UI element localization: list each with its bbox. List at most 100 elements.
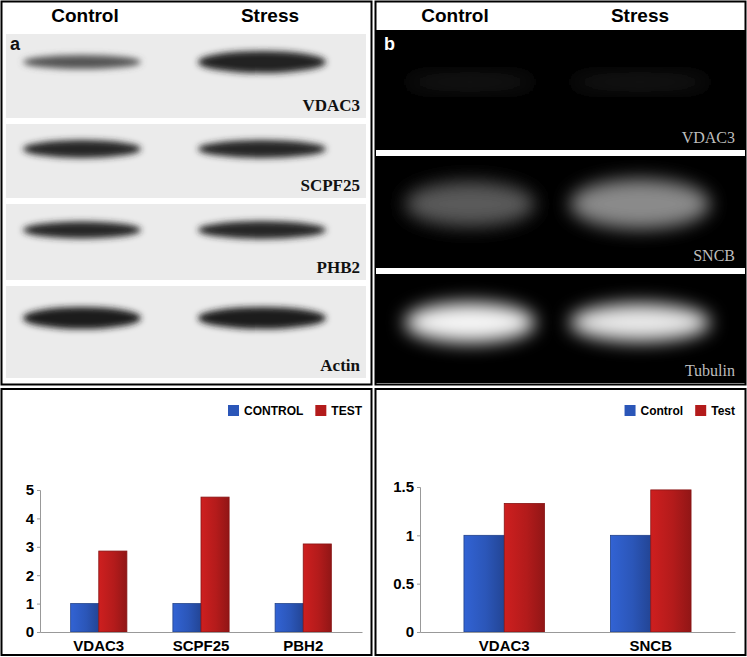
- band-label: VDAC3: [302, 96, 360, 115]
- y-tick-mark: [37, 518, 40, 519]
- panel-letter: a: [10, 34, 21, 54]
- blot-band: [23, 307, 141, 329]
- blot-band: [198, 307, 326, 329]
- blot-band: [23, 222, 141, 239]
- blot-band: [198, 140, 326, 158]
- y-axis-line: [417, 488, 421, 633]
- legend-swatch: [315, 405, 326, 416]
- legend-label: TEST: [331, 404, 362, 418]
- x-axis: VDAC3 SNCB: [421, 632, 736, 654]
- blot-panel: ControlStressaVDAC3SCPF25PHB2Actin: [2, 2, 372, 385]
- y-tick: 0: [26, 623, 40, 640]
- strip-separator: [376, 268, 745, 274]
- bar: [201, 497, 229, 632]
- blot-band: [570, 179, 710, 229]
- blot-band: [570, 304, 710, 342]
- y-tick: 0.5: [393, 575, 420, 592]
- lane-label: Control: [421, 5, 489, 26]
- y-axis: 0 0.5 1 1.5: [393, 478, 420, 640]
- y-tick: 0: [406, 623, 420, 640]
- bars: [71, 497, 332, 632]
- legend: Test Control: [625, 404, 735, 418]
- y-tick-label: 1: [26, 595, 34, 612]
- bar: [610, 535, 650, 632]
- bar: [464, 535, 504, 632]
- panel-letter: b: [384, 34, 395, 54]
- y-tick-mark: [37, 490, 40, 491]
- y-tick-mark: [37, 604, 40, 605]
- x-tick-label: SNCB: [629, 637, 672, 654]
- lane-label: Stress: [611, 5, 669, 26]
- x-tick: SNCB: [629, 632, 672, 654]
- y-tick-mark: [37, 632, 40, 633]
- lane-label: Control: [51, 5, 119, 26]
- band-label: Tubulin: [685, 362, 735, 379]
- blot-strip: [376, 30, 745, 150]
- y-tick-label: 4: [26, 510, 35, 527]
- blot-band: [405, 77, 535, 87]
- legend-label: Test: [711, 404, 735, 418]
- bar: [303, 544, 331, 632]
- blot-band: [23, 140, 141, 158]
- y-tick: 3: [26, 538, 40, 555]
- legend: TEST CONTROL: [228, 404, 363, 418]
- legend-swatch: [695, 405, 706, 416]
- y-tick: 4: [26, 510, 40, 527]
- chart-frame: [2, 389, 372, 655]
- y-tick-mark: [417, 487, 420, 488]
- y-tick-label: 0.5: [393, 575, 414, 592]
- chart: 0 0.5 1 1.5 VDAC3 SNCB Test Control: [376, 389, 746, 655]
- y-tick-label: 0: [406, 623, 414, 640]
- x-tick: SCPF25: [173, 632, 230, 654]
- blot-strip: [6, 124, 366, 198]
- x-tick: PBH2: [283, 632, 323, 654]
- bar: [71, 604, 99, 632]
- x-tick-label: SCPF25: [173, 637, 230, 654]
- y-tick-label: 2: [26, 567, 34, 584]
- figure: ControlStressaVDAC3SCPF25PHB2ActinContro…: [0, 0, 747, 657]
- y-tick-mark: [417, 535, 420, 536]
- band-label: SCPF25: [301, 176, 361, 195]
- y-tick: 1.5: [393, 478, 420, 495]
- x-tick-label: VDAC3: [479, 637, 530, 654]
- blot-band: [198, 221, 326, 239]
- bar: [173, 604, 201, 632]
- y-tick: 5: [26, 481, 40, 498]
- blot-band: [23, 55, 141, 69]
- y-tick: 1: [26, 595, 40, 612]
- x-tick-label: PBH2: [283, 637, 323, 654]
- legend-label: CONTROL: [244, 404, 303, 418]
- strip-separator: [376, 150, 745, 156]
- band-label: PHB2: [317, 258, 360, 277]
- blot-strip: [6, 34, 366, 118]
- y-tick: 2: [26, 567, 40, 584]
- band-label: SNCB: [693, 247, 735, 264]
- x-axis-line: [421, 632, 736, 633]
- band-label: VDAC3: [682, 129, 735, 146]
- blot-strip: [376, 274, 745, 383]
- blot-strip: [6, 286, 366, 378]
- y-tick-mark: [417, 584, 420, 585]
- bar: [504, 503, 544, 632]
- x-tick: VDAC3: [73, 632, 124, 654]
- blot-band: [198, 51, 326, 73]
- bar: [275, 604, 303, 632]
- legend-swatch: [625, 405, 636, 416]
- x-axis-line: [41, 632, 363, 633]
- y-tick: 1: [406, 527, 420, 544]
- y-tick-label: 5: [26, 481, 34, 498]
- bar: [651, 490, 691, 632]
- y-tick-label: 1: [406, 527, 414, 544]
- blot-band: [570, 77, 710, 87]
- legend-swatch: [228, 405, 239, 416]
- blot-panel: Control Stress b VDAC3 SNCB Tubulin: [376, 2, 746, 385]
- x-axis: VDAC3 SCPF25 PBH2: [41, 632, 363, 654]
- y-axis: 0 1 2 3 4 5: [26, 481, 41, 640]
- bars: [464, 490, 691, 632]
- x-tick-label: VDAC3: [73, 637, 124, 654]
- y-axis-line: [37, 491, 41, 633]
- bar: [99, 551, 127, 632]
- chart: 0 1 2 3 4 5 VDAC3 SCPF25 PBH2 TEST CONTROL: [2, 389, 372, 655]
- y-tick-label: 1.5: [393, 478, 414, 495]
- legend-label: Control: [641, 404, 684, 418]
